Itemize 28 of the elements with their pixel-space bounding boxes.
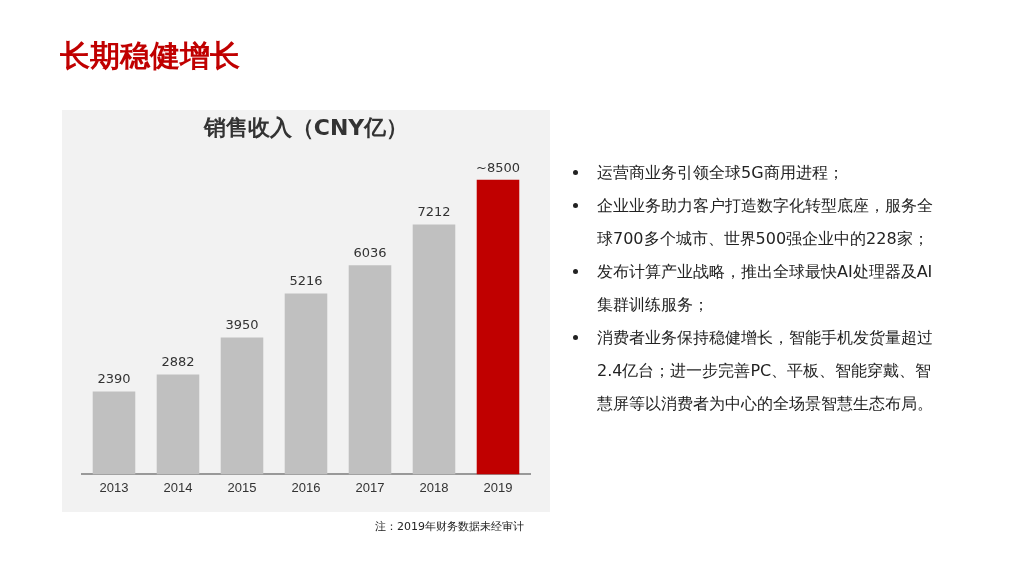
- data-label: 6036: [353, 245, 387, 261]
- data-label: 2882: [161, 354, 195, 370]
- text: 运营商业务引领全球5G商用进程；: [596, 162, 845, 184]
- x-tick-label: 2015: [227, 479, 257, 495]
- bar: [156, 374, 200, 475]
- data-label: 5216: [289, 273, 323, 289]
- bar: [284, 293, 328, 475]
- bar: [220, 337, 264, 475]
- text: 企业业务助力客户打造数字化转型底座，服务全球700多个城市、世界500强企业中的228家；: [596, 195, 934, 250]
- x-tick-label: 2018: [419, 479, 449, 495]
- x-tick-label: 2013: [99, 479, 129, 495]
- bar: [476, 179, 520, 475]
- data-label: 3950: [225, 317, 259, 333]
- bar: [92, 391, 136, 475]
- data-label: ~8500: [476, 159, 520, 175]
- chart-subtitle: 长期稳健增长: [60, 37, 240, 75]
- data-label: 2390: [97, 371, 131, 387]
- x-tick-label: 2017: [355, 479, 385, 495]
- text: 发布计算产业战略，推出全球最快AI处理器及AI集群训练服务；: [596, 261, 934, 316]
- x-tick-label: 2016: [291, 479, 321, 495]
- x-tick-label: 2019: [483, 479, 513, 495]
- text: 注：2019年财务数据未经审计: [375, 519, 524, 534]
- data-label: 7212: [417, 204, 451, 220]
- bar: [348, 265, 392, 475]
- bar: [412, 224, 456, 475]
- chart-title: 销售收入（CNY亿）: [202, 114, 409, 140]
- text: 消费者业务保持稳健增长，智能手机发货量超过2.4亿台；进一步完善PC、平板、智能穿戴、智慧屏等以消费者为中心的全场景智慧生态布局。: [596, 327, 934, 415]
- x-tick-label: 2014: [163, 479, 193, 495]
